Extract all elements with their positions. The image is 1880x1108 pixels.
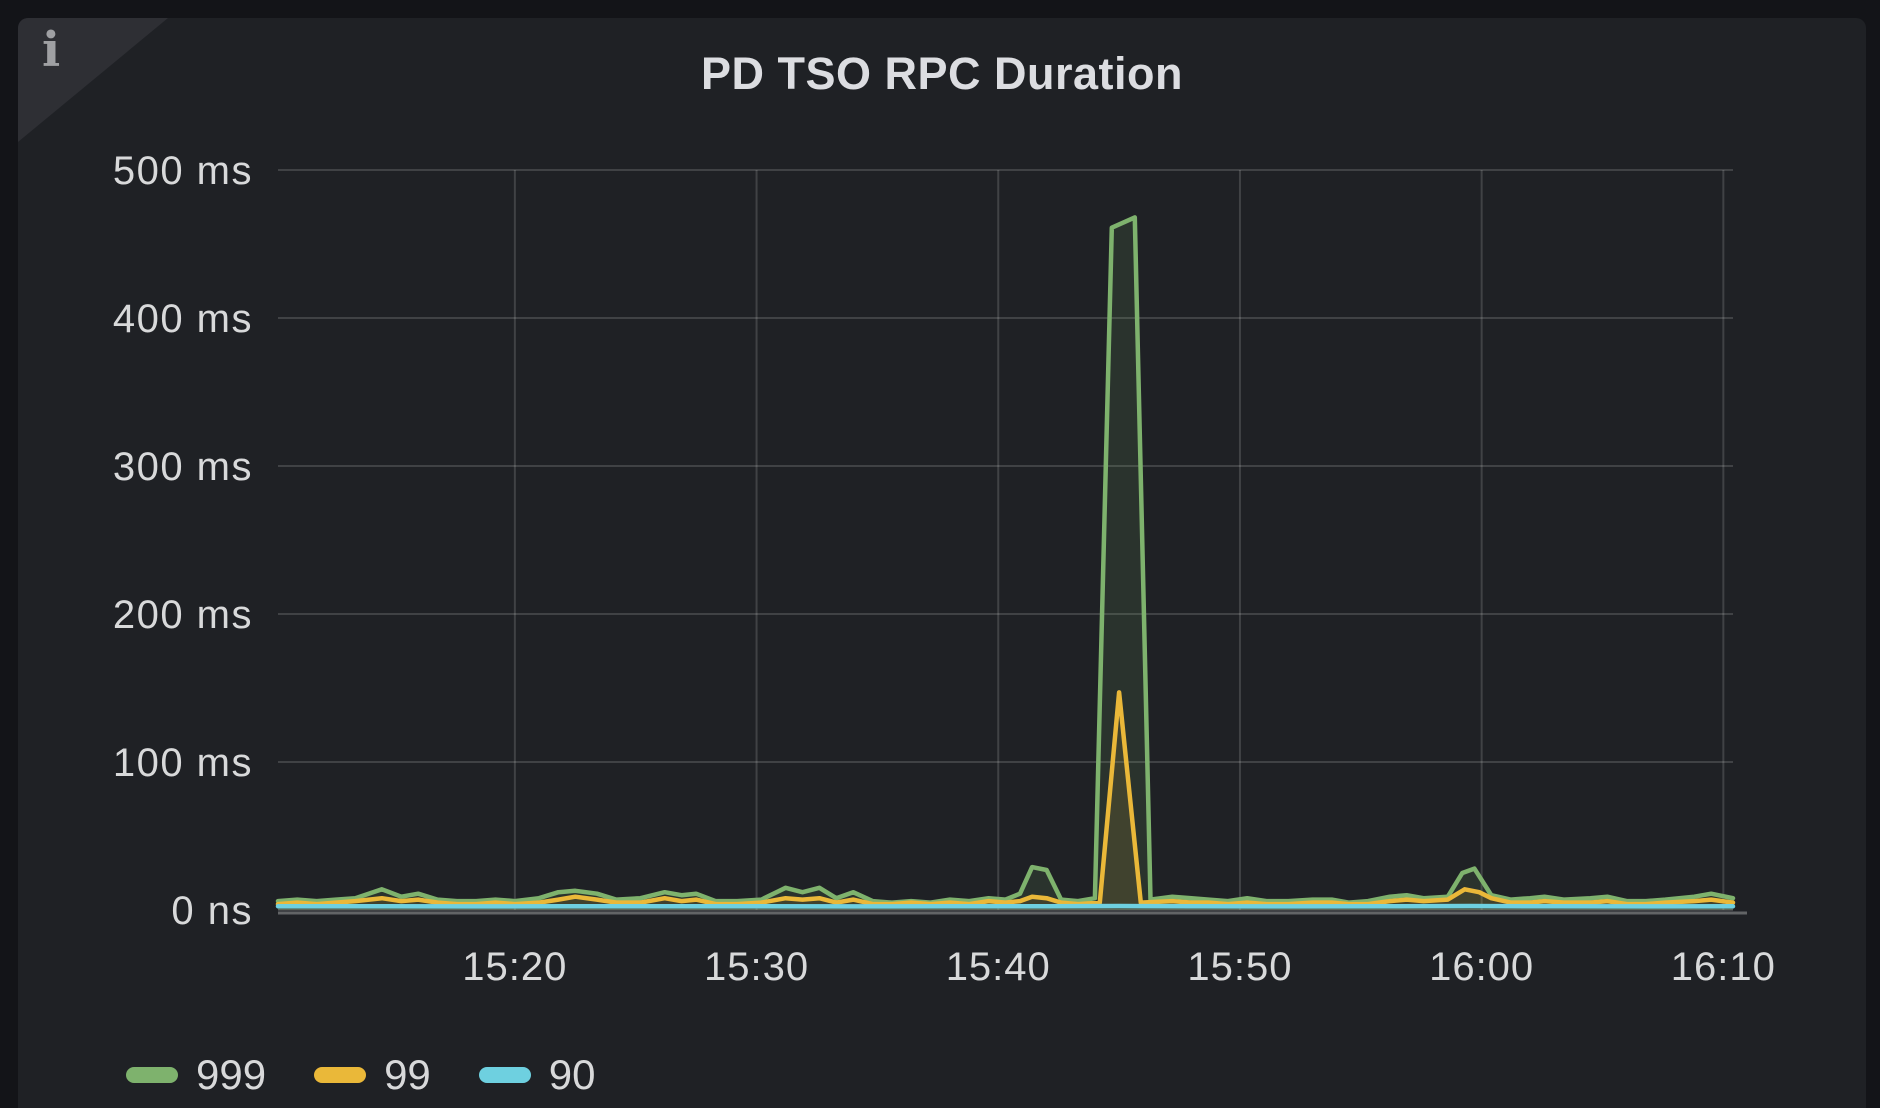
legend-swatch-90 <box>478 1067 531 1083</box>
legend-item-99[interactable]: 99 <box>314 1054 431 1096</box>
legend-label-90: 90 <box>548 1051 596 1098</box>
y-axis-tick-label: 300 ms <box>113 445 253 489</box>
y-axis-tick-label: 200 ms <box>113 593 253 637</box>
legend-label-999: 999 <box>196 1051 267 1098</box>
y-axis-tick-label: 100 ms <box>113 741 253 785</box>
x-axis-tick-label: 15:40 <box>946 945 1051 989</box>
y-axis-tick-label: 400 ms <box>113 297 253 341</box>
series-fill-999 <box>278 217 1733 910</box>
info-icon: i <box>42 22 61 78</box>
series-line-999 <box>275 215 1736 905</box>
x-axis-tick-label: 15:30 <box>704 945 809 989</box>
x-axis-tick-label: 16:00 <box>1429 945 1534 989</box>
x-axis-tick-label: 15:20 <box>462 945 567 989</box>
x-axis-tick-label: 16:10 <box>1671 945 1776 989</box>
y-axis-tick-label: 500 ms <box>113 149 253 193</box>
panel-title[interactable]: PD TSO RPC Duration <box>700 48 1184 99</box>
legend-swatch-999 <box>126 1067 178 1083</box>
legend-label-99: 99 <box>384 1051 431 1098</box>
legend: 999 99 90 <box>126 1054 596 1096</box>
legend-swatch-99 <box>314 1067 367 1083</box>
series-fill-99 <box>278 692 1733 910</box>
x-axis-tick-label: 15:50 <box>1187 945 1292 989</box>
legend-item-999[interactable]: 999 <box>126 1054 266 1096</box>
legend-item-90[interactable]: 90 <box>478 1051 596 1098</box>
graph-panel: 500 ms 400 ms 300 ms 200 ms 100 ms 0 ns 15:20 1… <box>18 18 1866 1108</box>
y-axis-tick-label: 0 ns <box>171 889 253 933</box>
duration-chart[interactable]: 500 ms 400 ms 300 ms 200 ms 100 ms 0 ns 15:20 1… <box>18 18 1866 1108</box>
series-line-99 <box>275 690 1736 907</box>
